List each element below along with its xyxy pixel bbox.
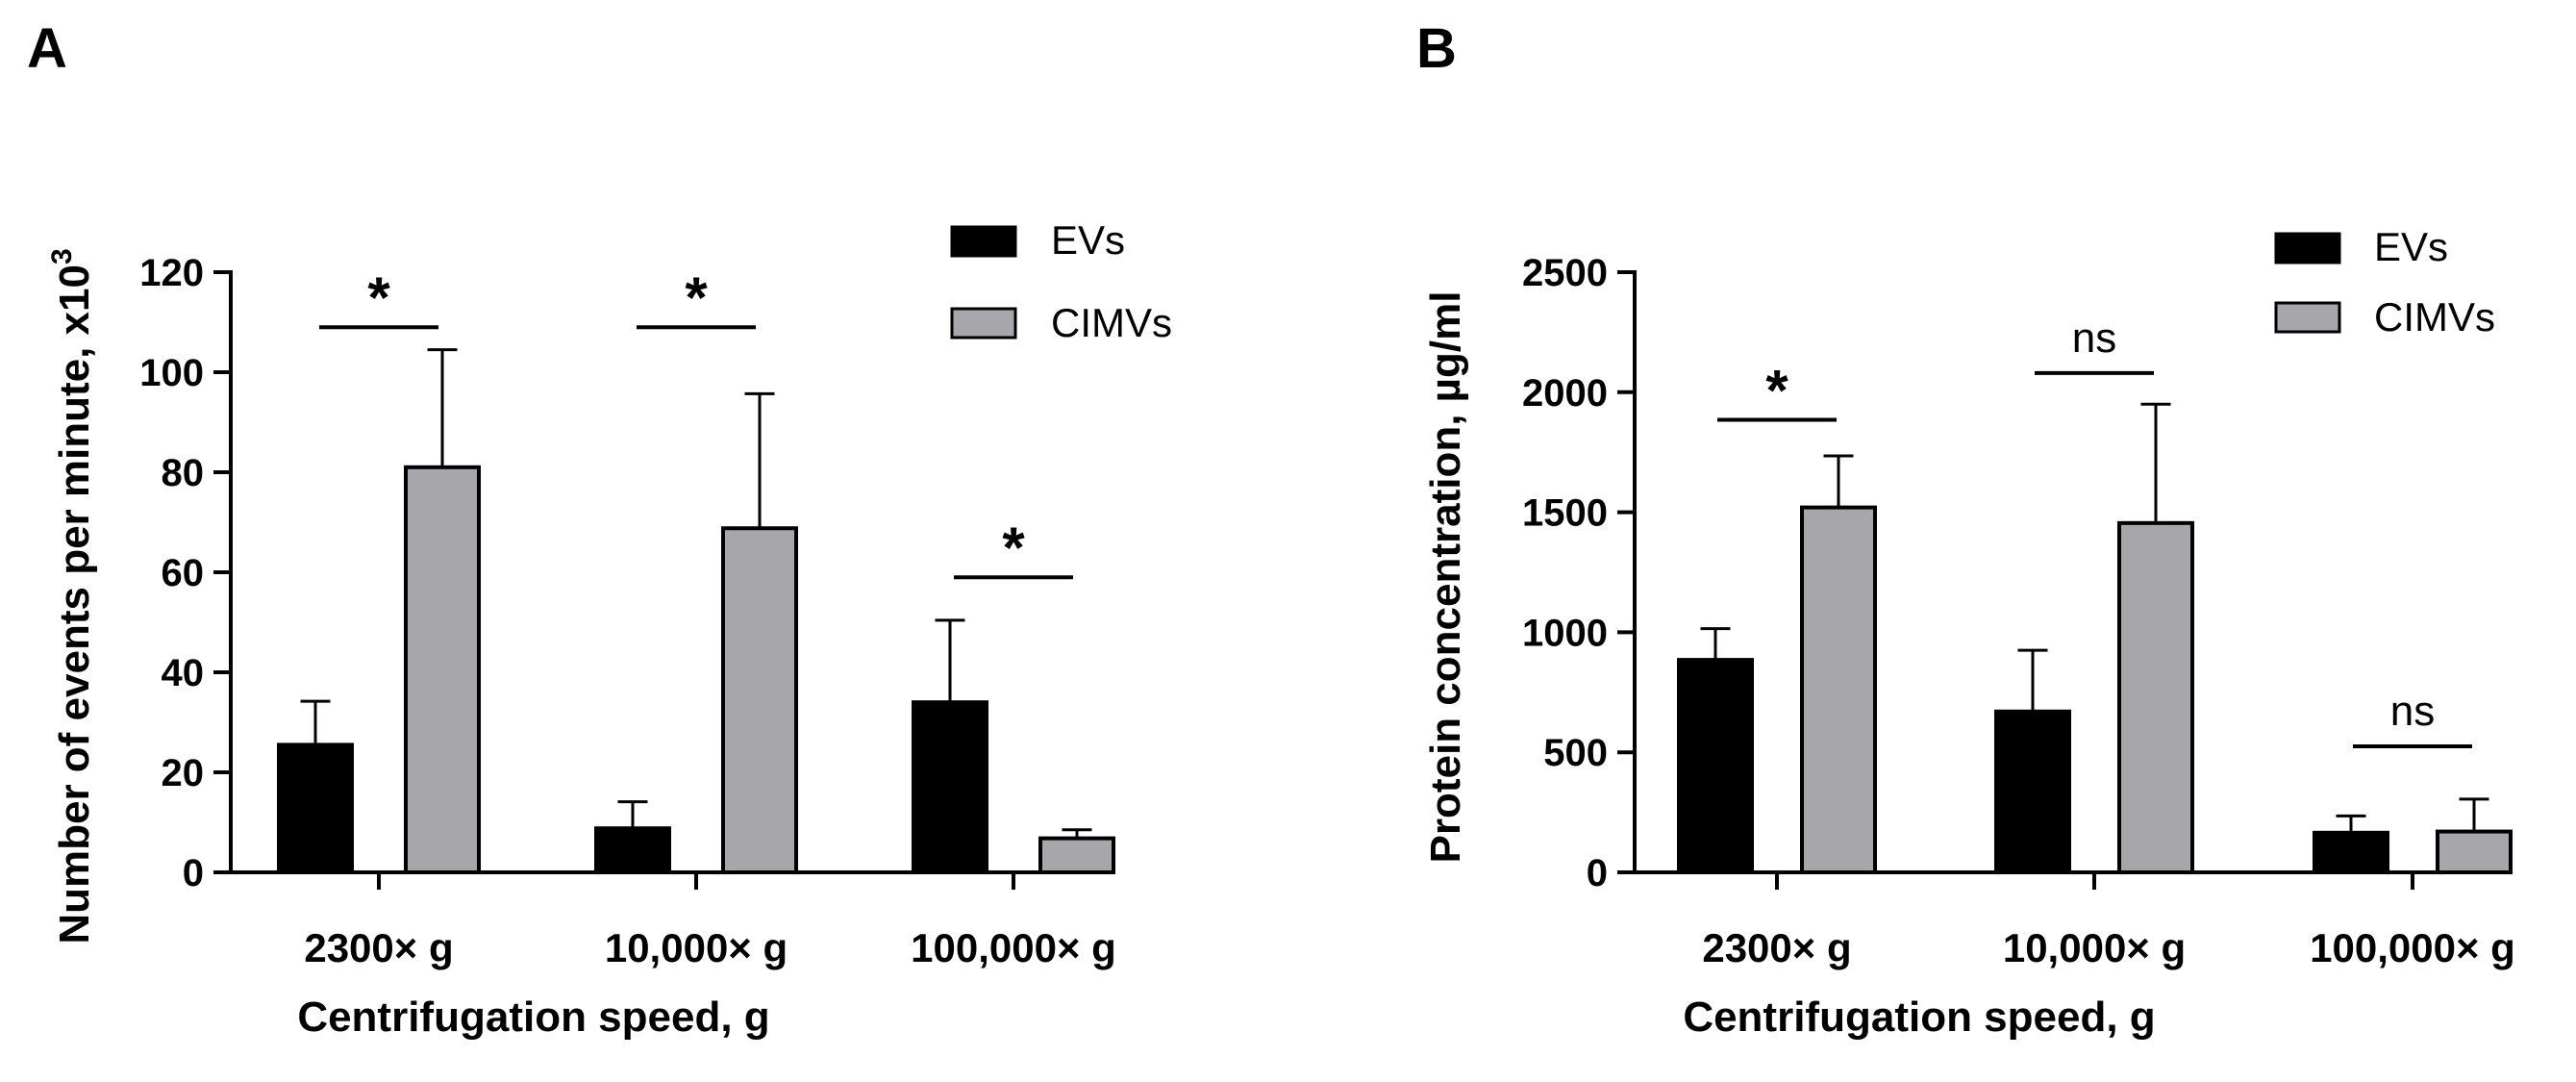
legend-swatch-evs bbox=[2274, 232, 2341, 264]
significance-label: ns bbox=[2390, 688, 2435, 735]
y-tick-label: 80 bbox=[162, 452, 205, 494]
y-axis-title-text: Number of events per minute, x10 bbox=[51, 264, 98, 944]
bar-evs bbox=[912, 700, 988, 875]
legend-label-cimvs: CIMVs bbox=[1051, 300, 1172, 345]
bar-cimvs bbox=[404, 465, 481, 874]
panel-a: A Number of events per minute, x103 Cent… bbox=[27, 17, 1172, 1041]
bar-evs bbox=[594, 826, 671, 874]
bar-evs bbox=[277, 742, 354, 875]
legend-swatch-evs bbox=[950, 225, 1017, 258]
panel-letter: A bbox=[27, 17, 67, 80]
significance-label: * bbox=[1002, 516, 1025, 580]
legend: EVs CIMVs bbox=[2274, 224, 2495, 340]
legend-label-evs: EVs bbox=[1051, 217, 1125, 263]
y-tick-label: 0 bbox=[183, 852, 204, 894]
bar-cimvs bbox=[721, 526, 798, 874]
x-tick-label: 100,000× g bbox=[911, 925, 1116, 970]
significance-label: * bbox=[1765, 359, 1788, 423]
bar-evs bbox=[1677, 658, 1754, 874]
legend-swatch-cimvs bbox=[2274, 301, 2341, 334]
bar-evs bbox=[1994, 709, 2071, 874]
y-tick-label: 20 bbox=[162, 752, 205, 794]
x-tick-label: 2300× g bbox=[304, 925, 453, 970]
y-tick-label: 40 bbox=[162, 652, 205, 694]
y-axis-title: Number of events per minute, x103 bbox=[46, 248, 98, 944]
y-tick-label: 1000 bbox=[1522, 612, 1608, 654]
bar-cimvs bbox=[1800, 505, 1877, 874]
y-tick-label: 2500 bbox=[1522, 252, 1608, 294]
y-tick-label: 100 bbox=[139, 352, 204, 394]
legend-label-evs: EVs bbox=[2374, 224, 2448, 269]
x-tick-label: 2300× g bbox=[1702, 925, 1851, 970]
y-axis-title: Protein concentration, µg/ml bbox=[1422, 291, 1469, 864]
y-tick-label: 2000 bbox=[1522, 372, 1608, 415]
y-tick-label: 500 bbox=[1543, 732, 1608, 774]
bar-evs bbox=[2313, 830, 2389, 874]
panel-letter: B bbox=[1416, 17, 1457, 80]
x-tick-label: 100,000× g bbox=[2310, 925, 2515, 970]
y-axis-title-superscript: 3 bbox=[46, 248, 78, 264]
bar-cimvs bbox=[1038, 836, 1115, 875]
legend-label-cimvs: CIMVs bbox=[2374, 294, 2495, 340]
x-axis-title: Centrifugation speed, g bbox=[297, 994, 769, 1041]
legend: EVs CIMVs bbox=[950, 217, 1172, 345]
bar-cimvs bbox=[2436, 829, 2513, 874]
y-tick-label: 0 bbox=[1587, 852, 1608, 894]
bar-cimvs bbox=[2117, 520, 2194, 874]
significance-label: * bbox=[685, 265, 708, 330]
y-tick-label: 60 bbox=[162, 552, 205, 594]
x-axis-title: Centrifugation speed, g bbox=[1683, 994, 2155, 1041]
panel-b: B Protein concentration, µg/ml Centrifug… bbox=[1416, 17, 2515, 1041]
significance-label: * bbox=[367, 265, 390, 330]
y-axis-title-text: Protein concentration, µg/ml bbox=[1422, 291, 1469, 864]
x-tick-label: 10,000× g bbox=[2003, 925, 2186, 970]
y-tick-label: 120 bbox=[139, 252, 204, 294]
x-tick-label: 10,000× g bbox=[605, 925, 788, 970]
y-tick-label: 1500 bbox=[1522, 492, 1608, 535]
significance-label: ns bbox=[2072, 315, 2116, 362]
legend-swatch-cimvs bbox=[950, 307, 1017, 340]
